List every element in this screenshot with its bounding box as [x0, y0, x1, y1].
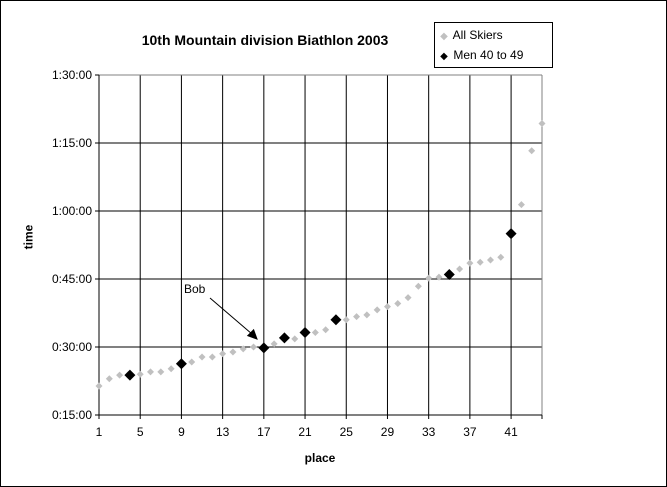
data-point	[330, 314, 342, 326]
data-points	[95, 120, 546, 390]
diamond-marker-icon: ◆	[440, 31, 448, 42]
y-tick-label: 0:45:00	[52, 272, 92, 286]
data-point	[466, 259, 474, 267]
data-point	[147, 368, 155, 376]
data-point	[116, 371, 124, 379]
data-point	[363, 311, 371, 319]
y-tick-label: 1:00:00	[52, 204, 92, 218]
data-point	[443, 268, 455, 280]
data-point	[270, 340, 278, 348]
data-point	[198, 353, 206, 361]
x-tick-label: 1	[96, 425, 103, 439]
data-point	[157, 368, 165, 376]
legend-item-all-skiers: ◆ All Skiers	[438, 27, 503, 43]
legend: ◆ All Skiers ◆ Men 40 to 49	[434, 22, 553, 68]
x-tick-label: 5	[137, 425, 144, 439]
data-point	[353, 313, 361, 321]
data-point	[299, 326, 311, 338]
data-point	[425, 274, 433, 282]
axes	[95, 74, 543, 419]
data-point	[250, 343, 258, 351]
legend-label: Men 40 to 49	[453, 48, 524, 62]
legend-item-men-40-49: ◆ Men 40 to 49	[438, 47, 523, 63]
tick-labels: 0:15:00 0:30:00 0:45:00 1:00:00 1:15:00 1:30:…	[52, 68, 518, 439]
annotation-arrow-icon	[209, 297, 258, 340]
data-point	[239, 345, 247, 353]
legend-label: All Skiers	[452, 28, 503, 42]
data-point	[456, 265, 464, 273]
data-point	[258, 342, 270, 354]
data-point	[373, 306, 381, 314]
y-tick-label: 1:30:00	[52, 68, 92, 82]
data-point	[505, 228, 517, 240]
data-point	[105, 375, 113, 383]
data-point	[517, 201, 525, 209]
data-point	[291, 335, 299, 343]
data-point	[414, 282, 422, 290]
diamond-marker-icon: ◆	[440, 51, 448, 62]
data-point	[322, 326, 330, 334]
x-tick-label: 41	[504, 425, 518, 439]
x-axis-label: place	[304, 451, 336, 465]
data-point	[208, 353, 216, 361]
data-point	[219, 350, 227, 358]
x-tick-label: 29	[381, 425, 395, 439]
data-point	[528, 147, 536, 155]
data-point	[95, 382, 103, 390]
y-tick-label: 1:15:00	[52, 136, 92, 150]
x-tick-label: 21	[298, 425, 312, 439]
data-point	[136, 370, 144, 378]
annotation-bob: Bob	[184, 282, 206, 296]
data-point	[383, 303, 391, 311]
data-point	[311, 328, 319, 336]
data-point	[476, 258, 484, 266]
data-point	[538, 120, 546, 128]
data-point	[497, 253, 505, 261]
x-tick-label: 25	[340, 425, 354, 439]
data-point	[124, 369, 136, 381]
gridlines	[99, 75, 542, 415]
y-tick-label: 0:30:00	[52, 340, 92, 354]
x-tick-label: 37	[463, 425, 477, 439]
data-point	[394, 299, 402, 307]
x-tick-label: 17	[257, 425, 271, 439]
data-point	[188, 358, 196, 366]
x-tick-label: 13	[216, 425, 230, 439]
x-tick-label: 33	[422, 425, 436, 439]
data-point	[404, 294, 412, 302]
y-tick-label: 0:15:00	[52, 408, 92, 422]
x-tick-label: 9	[178, 425, 185, 439]
chart-title: 10th Mountain division Biathlon 2003	[141, 32, 389, 48]
data-point	[486, 256, 494, 264]
data-point	[175, 358, 187, 370]
data-point	[167, 365, 175, 373]
data-point	[435, 273, 443, 281]
data-point	[229, 348, 237, 356]
data-point	[342, 316, 350, 324]
data-point	[278, 332, 290, 344]
